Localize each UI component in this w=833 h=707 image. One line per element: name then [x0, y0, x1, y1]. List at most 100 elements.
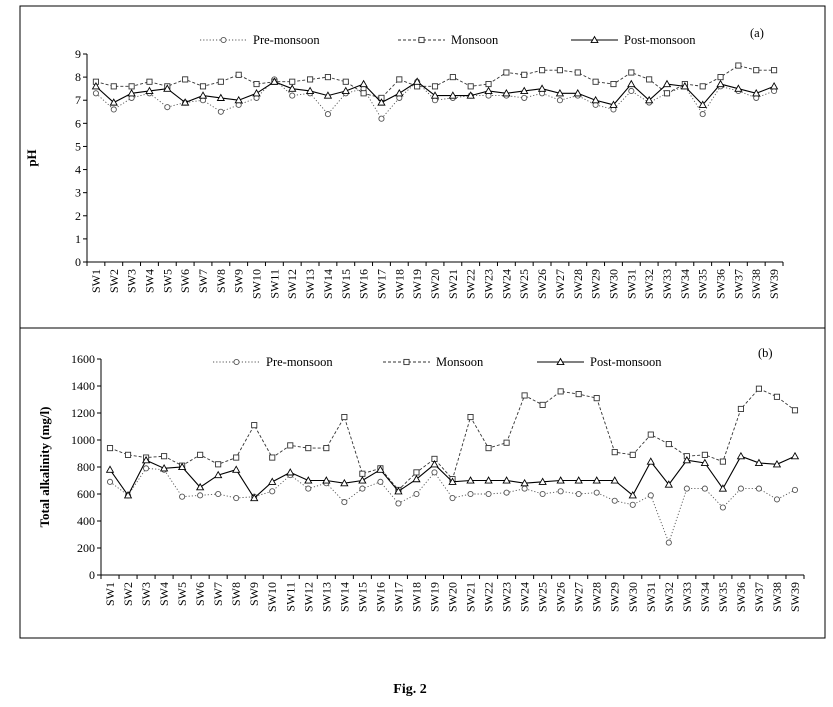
data-point: [307, 76, 314, 83]
data-point: [609, 100, 618, 108]
data-point: [106, 445, 114, 452]
panel-label: (a): [750, 26, 764, 40]
data-point: [557, 388, 564, 395]
data-point: [289, 92, 296, 99]
x-tick-label: SW31: [624, 269, 638, 299]
data-point: [737, 485, 744, 492]
legend-marker: [403, 358, 410, 366]
data-point: [556, 97, 563, 104]
data-point: [611, 497, 618, 504]
x-tick-label: SW16: [357, 269, 371, 299]
legend-marker: [590, 35, 599, 44]
x-tick-label: SW21: [464, 582, 478, 612]
x-tick-label: SW33: [680, 582, 694, 612]
data-point: [395, 500, 402, 507]
data-point: [769, 82, 779, 90]
data-point: [340, 478, 349, 487]
y-tick-label: 5: [75, 139, 81, 153]
data-point: [128, 83, 135, 90]
data-point: [664, 480, 673, 488]
x-tick-label: SW33: [660, 269, 674, 299]
y-tick-label: 3: [75, 186, 81, 200]
data-point: [628, 87, 635, 95]
data-point: [539, 490, 546, 498]
data-point: [557, 488, 564, 495]
data-point: [773, 393, 781, 400]
data-point: [503, 69, 510, 76]
x-tick-label: SW28: [590, 582, 604, 612]
data-point: [395, 88, 404, 97]
data-point: [539, 67, 546, 74]
data-point: [304, 476, 313, 484]
data-point: [521, 485, 528, 492]
data-point: [177, 462, 187, 471]
data-point: [485, 80, 492, 88]
data-point: [216, 93, 226, 101]
data-point: [106, 478, 114, 485]
data-point: [359, 485, 366, 492]
x-tick-label: SW22: [464, 269, 478, 299]
y-tick-label: 2: [75, 209, 81, 223]
data-point: [592, 78, 599, 85]
data-point: [791, 486, 799, 494]
x-tick-label: SW15: [339, 269, 353, 299]
y-tick-label: 200: [77, 541, 95, 555]
data-point: [431, 469, 438, 476]
data-point: [234, 95, 243, 104]
y-axis-title: pH: [24, 149, 39, 166]
x-tick-label: SW31: [644, 582, 658, 612]
data-point: [680, 82, 690, 90]
legend-marker: [220, 36, 227, 44]
data-point: [555, 88, 565, 97]
x-tick-label: SW14: [337, 582, 351, 612]
data-point: [503, 489, 510, 496]
data-point: [195, 482, 205, 491]
data-point: [322, 476, 331, 484]
data-point: [717, 74, 724, 81]
data-point: [719, 458, 726, 465]
data-point: [123, 491, 133, 499]
data-point: [610, 80, 617, 88]
y-tick-label: 1200: [71, 406, 95, 420]
x-tick-label: SW15: [355, 582, 369, 612]
data-point: [360, 90, 367, 97]
data-point: [521, 392, 528, 399]
x-tick-label: SW29: [589, 269, 603, 299]
x-tick-label: SW39: [788, 582, 802, 612]
data-point: [232, 465, 241, 473]
data-point: [269, 454, 276, 461]
data-point: [217, 78, 224, 85]
data-point: [233, 494, 240, 502]
data-point: [431, 83, 439, 90]
data-point: [251, 422, 258, 429]
data-point: [141, 455, 151, 464]
x-tick-label: SW22: [482, 582, 496, 612]
data-point: [701, 451, 708, 458]
data-point: [521, 71, 528, 78]
data-point: [412, 474, 421, 483]
data-point: [269, 488, 276, 495]
data-point: [449, 494, 456, 502]
data-point: [341, 414, 348, 421]
x-tick-label: SW11: [267, 269, 281, 299]
data-point: [377, 98, 386, 106]
data-point: [647, 431, 654, 438]
x-tick-label: SW8: [214, 269, 228, 293]
data-point: [215, 461, 222, 468]
data-point: [305, 86, 315, 95]
data-point: [466, 476, 475, 484]
x-tick-label: SW18: [392, 269, 406, 299]
x-tick-label: SW5: [160, 269, 174, 293]
y-tick-label: 1600: [71, 352, 95, 366]
data-point: [252, 88, 261, 97]
data-point: [127, 88, 136, 97]
data-point: [197, 451, 204, 458]
data-point: [199, 83, 207, 90]
data-point: [342, 78, 349, 85]
x-tick-label: SW34: [678, 269, 692, 299]
data-point: [574, 476, 583, 484]
data-point: [629, 501, 636, 508]
x-tick-label: SW19: [410, 269, 424, 299]
data-point: [772, 459, 782, 468]
data-point: [755, 485, 762, 492]
